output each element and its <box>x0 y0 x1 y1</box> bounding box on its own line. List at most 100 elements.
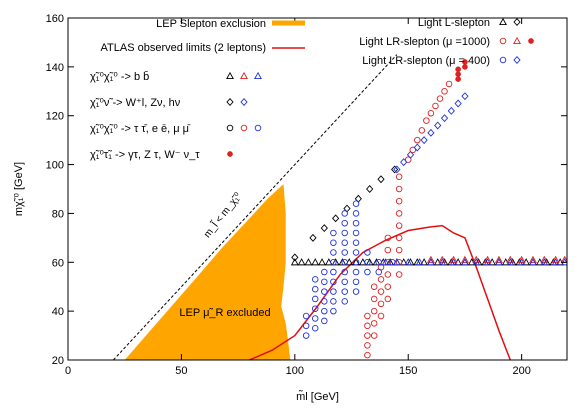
data-point <box>386 258 395 266</box>
data-point <box>438 258 447 266</box>
data-point <box>364 268 371 276</box>
data-point <box>290 258 299 266</box>
data-point <box>302 322 310 330</box>
data-point <box>341 268 348 276</box>
data-point <box>395 246 403 254</box>
legend-marker <box>513 56 521 64</box>
data-point <box>341 239 348 246</box>
data-point <box>494 258 503 266</box>
data-point <box>311 295 319 303</box>
data-point <box>540 258 549 266</box>
data-point <box>384 246 392 254</box>
data-point <box>551 258 560 266</box>
data-point <box>364 312 371 320</box>
legend-label: Light LR-slepton (μ =1000) <box>359 36 490 48</box>
data-point <box>365 258 374 266</box>
data-point <box>391 165 399 174</box>
data-point <box>483 258 492 266</box>
data-point <box>384 283 392 290</box>
data-point <box>460 258 469 266</box>
decay-marker <box>254 124 262 132</box>
legend-marker <box>499 56 507 64</box>
data-point <box>395 210 403 217</box>
data-point <box>330 278 337 286</box>
data-point <box>393 165 401 174</box>
data-point <box>364 351 371 359</box>
data-point <box>483 255 492 263</box>
data-point <box>364 322 371 330</box>
data-point <box>352 249 360 256</box>
data-point <box>377 288 385 295</box>
decay-marker <box>240 98 248 106</box>
data-point <box>297 258 306 266</box>
data-point <box>377 312 385 320</box>
legend-marker <box>499 37 507 45</box>
data-point <box>413 143 421 152</box>
lep-exclusion-region <box>124 184 291 360</box>
data-point <box>445 80 453 88</box>
y-axis-label: mχ̃₁⁰ [GeV] <box>13 162 25 216</box>
x-tick-label: 150 <box>399 365 417 377</box>
data-point <box>494 255 503 263</box>
legend-label: Light LR-slepton (μ = 400) <box>362 55 490 67</box>
y-tick-label: 20 <box>52 355 64 367</box>
plot-frame <box>67 17 568 361</box>
x-tick-label: 100 <box>286 365 304 377</box>
data-point <box>506 255 515 263</box>
data-point <box>311 285 319 293</box>
data-point <box>438 255 447 263</box>
data-point <box>449 255 458 263</box>
data-point <box>414 136 421 144</box>
data-point <box>517 258 526 266</box>
data-point <box>551 255 560 263</box>
data-point <box>304 258 313 266</box>
decay-mode-label: χ̃₁⁰χ̃₁⁰ -> b b̄ <box>90 70 149 83</box>
legend-label: LEP Slepton exclusion <box>156 18 266 30</box>
data-point <box>409 146 417 154</box>
legend-marker <box>499 17 507 26</box>
data-point <box>506 258 515 266</box>
data-point <box>352 239 360 246</box>
legend-marker <box>528 38 534 44</box>
data-point <box>420 136 428 145</box>
data-point <box>377 276 385 283</box>
data-point <box>370 320 378 327</box>
data-point <box>455 71 461 78</box>
data-point <box>455 76 461 82</box>
data-point <box>311 305 319 312</box>
decay-marker <box>240 71 248 80</box>
data-point <box>291 253 299 262</box>
data-point <box>321 268 328 276</box>
data-point <box>434 121 442 130</box>
data-point <box>372 258 381 266</box>
data-point <box>330 268 337 276</box>
data-point <box>377 300 385 308</box>
data-point <box>423 117 430 124</box>
data-point <box>377 175 385 184</box>
data-point <box>352 219 360 227</box>
data-point <box>447 106 455 115</box>
data-point <box>330 249 337 256</box>
data-point <box>427 110 435 117</box>
data-point <box>321 317 328 325</box>
plot-area <box>112 54 567 360</box>
data-point <box>352 229 360 237</box>
data-point <box>321 307 328 315</box>
decay-mode-label: χ̃₁⁰ν̃ -> W⁺l, Zν, hν <box>90 97 181 109</box>
data-point <box>395 185 403 193</box>
decay-marker <box>226 124 234 132</box>
data-point <box>395 173 403 181</box>
data-point <box>461 92 469 101</box>
data-point <box>395 222 403 229</box>
data-point <box>375 268 382 276</box>
data-point <box>529 258 537 266</box>
data-point <box>321 298 328 305</box>
data-point <box>472 258 481 266</box>
data-point <box>426 255 435 263</box>
data-point <box>472 255 481 263</box>
decay-mode-label: χ̃₁⁰τ̃₁ -> γτ, Z τ, W⁻ ν_τ <box>90 149 200 161</box>
data-point <box>427 128 435 137</box>
data-point <box>311 315 319 322</box>
data-point <box>395 271 403 278</box>
